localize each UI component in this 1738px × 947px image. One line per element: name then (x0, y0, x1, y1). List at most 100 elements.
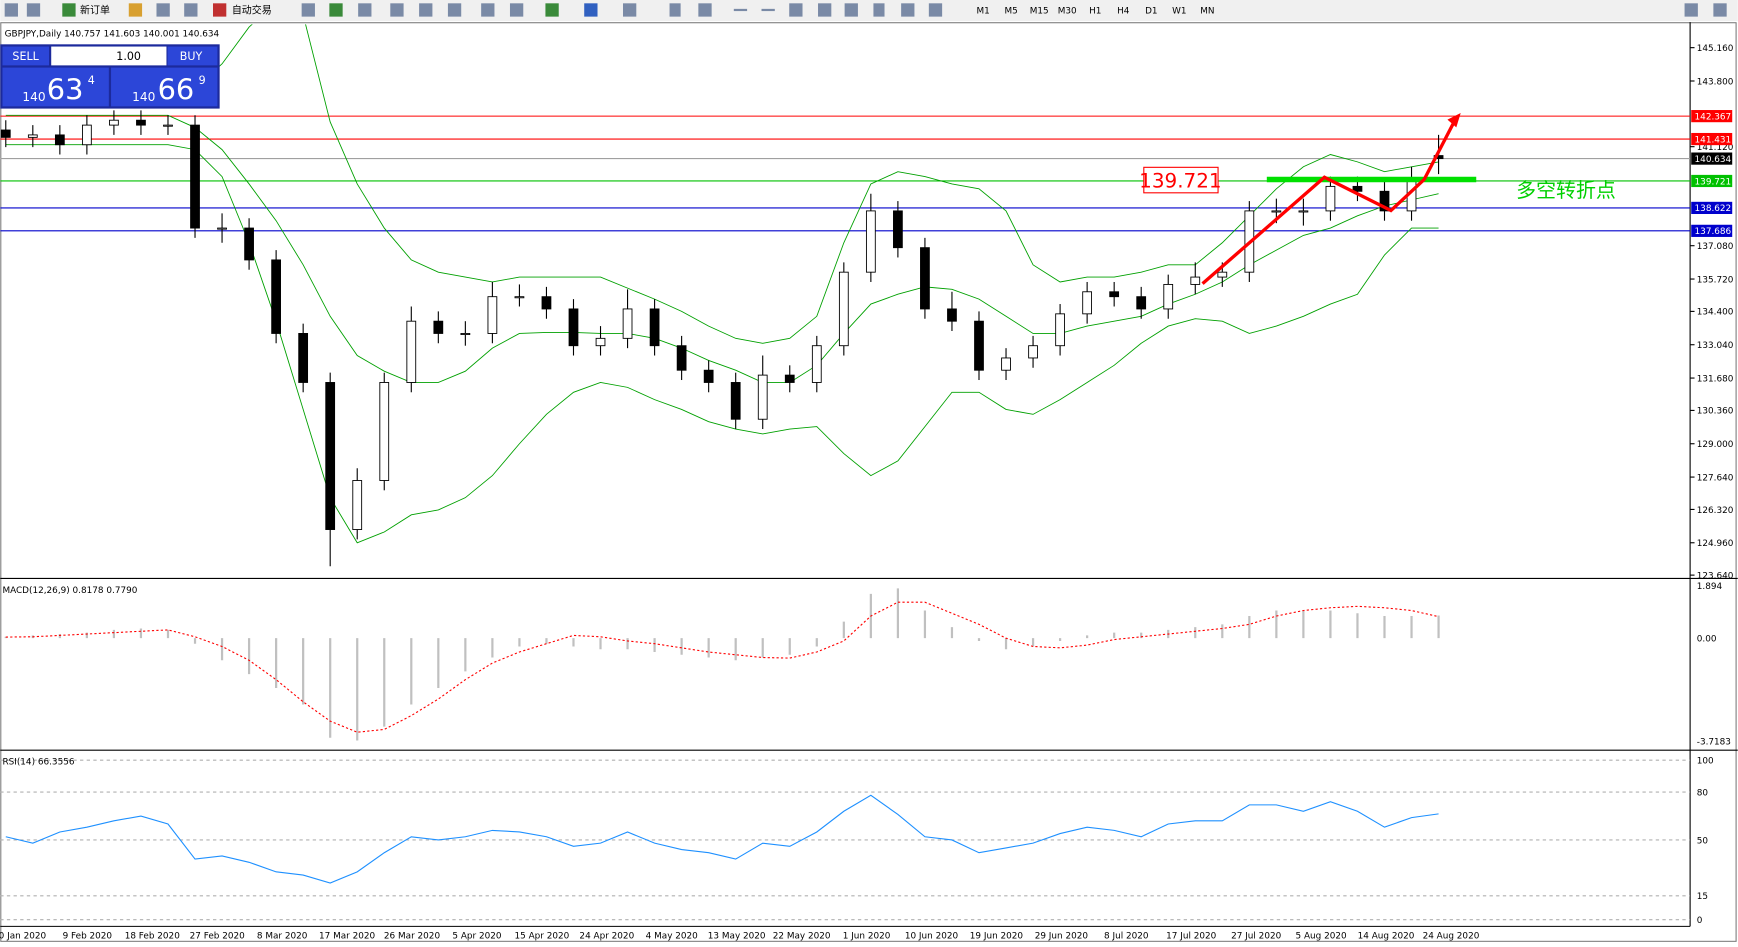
candle-body (649, 308, 660, 347)
candle-body (514, 296, 525, 299)
candle-body (325, 382, 336, 530)
candle-body (974, 320, 984, 371)
timeframe-button[interactable]: D1 (1145, 6, 1157, 16)
candle-body (1217, 271, 1228, 278)
date-label: 0 Jan 2020 (0, 932, 46, 942)
candle-body (1190, 276, 1201, 285)
sell-price-small: 4 (88, 74, 95, 87)
lot-size[interactable]: 1.00 (116, 50, 141, 63)
one-click-trading (0, 44, 220, 109)
candle-body (568, 308, 579, 347)
candle-body (541, 296, 552, 310)
macd-title: MACD(12,26,9) 0.8178 0.7790 (2, 586, 137, 596)
rsi-line (5, 794, 1439, 884)
candle-body (920, 247, 930, 310)
candle-body (433, 320, 444, 334)
date-label: 14 Aug 2020 (1358, 932, 1415, 942)
date-label: 24 Apr 2020 (579, 932, 634, 942)
timeframe-button[interactable]: W1 (1172, 6, 1186, 16)
price-chart (0, 24, 1691, 567)
date-label: 10 Jun 2020 (905, 932, 959, 942)
date-label: 22 May 2020 (773, 932, 831, 942)
toolbar-icons (4, 3, 1727, 17)
candle-body (136, 119, 146, 126)
candle-body (865, 210, 876, 273)
level-label-bg (1691, 201, 1733, 215)
toolbar (0, 0, 1738, 22)
new-order-button[interactable]: 新订单 (80, 3, 110, 16)
timeframe-button[interactable]: M30 (1058, 6, 1077, 16)
candle-body (244, 227, 254, 261)
level-label: 139.721 (1695, 177, 1732, 187)
level-label-bg (1691, 174, 1733, 188)
date-label: 17 Mar 2020 (319, 932, 376, 942)
bollinger-upper (5, 24, 1439, 344)
candle-body (1028, 345, 1038, 359)
candle-body (82, 124, 92, 146)
price-tick-label: 126.320 (1697, 506, 1734, 516)
chart-frame (0, 22, 1737, 942)
timeframe-button[interactable]: M1 (976, 6, 989, 16)
candle-body (1163, 283, 1174, 310)
price-tick-label: 143.800 (1697, 77, 1734, 87)
buy-price[interactable] (111, 67, 218, 107)
sell-price-main: 63 (47, 73, 84, 107)
sell-label[interactable]: SELL (12, 50, 39, 63)
candle-body (1109, 291, 1120, 298)
buy-price-big: 140 (132, 90, 155, 104)
candle-body (298, 333, 309, 383)
sell-button[interactable] (2, 46, 49, 66)
date-label: 27 Feb 2020 (190, 932, 246, 942)
buy-button[interactable] (167, 46, 218, 66)
rsi-panel (0, 759, 1691, 921)
macd-tick-label: 0.00 (1697, 635, 1717, 645)
timeframe-button[interactable]: H1 (1089, 6, 1101, 16)
date-label: 24 Aug 2020 (1423, 932, 1480, 942)
price-tick-label: 141.120 (1697, 143, 1734, 153)
buy-label[interactable]: BUY (180, 50, 203, 63)
candle-body (0, 129, 11, 138)
candle-body (1082, 291, 1093, 315)
price-tick-label: 129.000 (1697, 440, 1734, 450)
macd-tick-label: -3.7183 (1697, 737, 1731, 747)
timeframe-button[interactable]: MN (1200, 6, 1214, 16)
rsi-tick-label: 15 (1697, 892, 1708, 902)
timeframe-button[interactable]: M15 (1030, 6, 1049, 16)
candle-body (622, 308, 633, 339)
timeframe-button[interactable]: H4 (1117, 6, 1130, 16)
price-tick-label: 133.040 (1697, 341, 1734, 351)
candle-body (838, 271, 849, 347)
candle-body (757, 374, 768, 420)
price-tick-label: 123.640 (1697, 571, 1734, 581)
level-label: 142.367 (1695, 112, 1732, 122)
candle-body (190, 124, 200, 229)
candle-body (784, 374, 795, 383)
bollinger-middle (5, 114, 1439, 383)
date-label: 8 Jul 2020 (1104, 932, 1149, 942)
candle-body (703, 369, 714, 383)
date-label: 8 Mar 2020 (257, 932, 308, 942)
axes: 145.160 143.800 141.120 137.080 135.720 134.4… (0, 44, 1734, 942)
auto-trading-button[interactable]: 自动交易 (232, 3, 272, 16)
candle-body (406, 320, 417, 383)
candle-body (27, 134, 38, 138)
timeframe-button[interactable]: M5 (1005, 6, 1018, 16)
sell-price-big: 140 (22, 90, 45, 104)
date-label: 29 Jun 2020 (1035, 932, 1089, 942)
buy-price-main: 66 (158, 73, 195, 107)
level-label-bg (1691, 110, 1733, 123)
candle-body (1271, 210, 1282, 213)
price-tick-label: 137.080 (1697, 242, 1734, 252)
candle-body (54, 134, 65, 146)
date-label: 5 Aug 2020 (1296, 932, 1347, 942)
drawn-objects (1143, 113, 1477, 285)
price-tick-label: 131.680 (1697, 374, 1734, 384)
candle-body (163, 124, 173, 127)
price-tick-label: 130.360 (1697, 407, 1734, 417)
candle-body (487, 296, 498, 334)
macd-tick-label: 1.894 (1697, 582, 1723, 592)
sell-price[interactable] (2, 67, 109, 107)
timeframes: M1 M5 M15 M30 H1 H4 D1 W1 MN (976, 6, 1214, 16)
candle-body (1136, 296, 1147, 310)
